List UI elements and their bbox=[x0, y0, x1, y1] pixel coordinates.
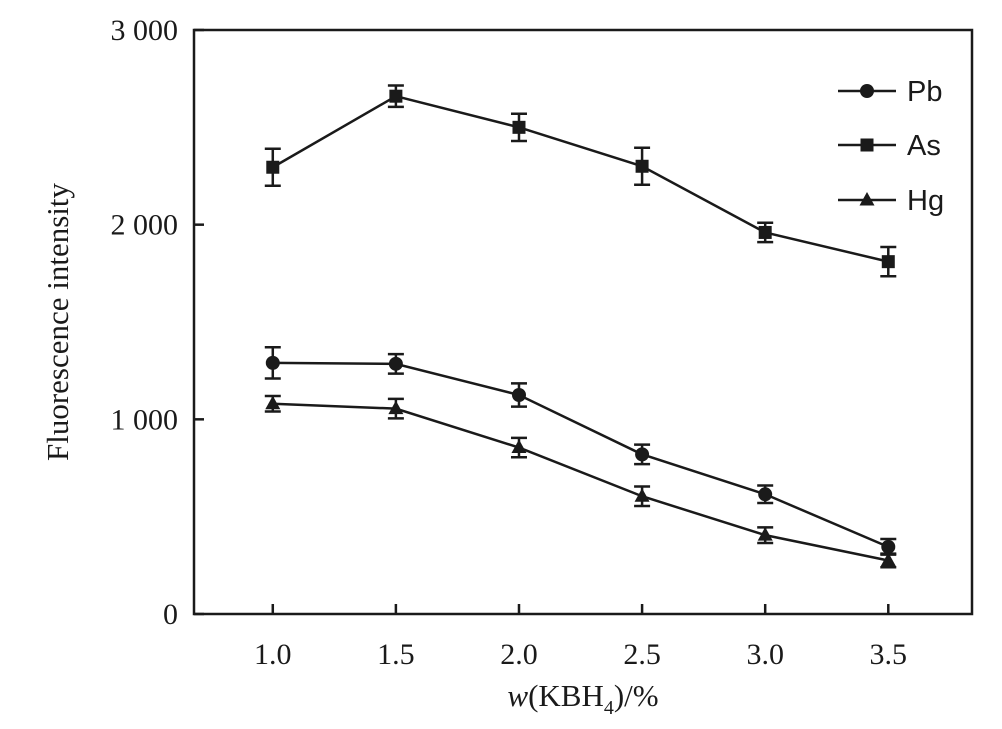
x-tick-label: 1.5 bbox=[377, 638, 415, 671]
x-axis-title-subscript: 4 bbox=[604, 697, 614, 719]
legend-marker-pb bbox=[860, 84, 874, 98]
data-point-as bbox=[512, 120, 526, 134]
data-point-as bbox=[389, 89, 403, 103]
series-hg bbox=[264, 394, 897, 569]
legend-marker-hg bbox=[859, 192, 875, 206]
x-tick-label: 3.5 bbox=[870, 638, 908, 671]
x-tick-label: 2.5 bbox=[623, 638, 661, 671]
data-point-pb bbox=[511, 388, 526, 402]
y-tick-label: 3 000 bbox=[111, 14, 179, 47]
data-point-pb bbox=[388, 356, 403, 371]
data-point-pb bbox=[758, 487, 773, 502]
data-point-hg bbox=[388, 400, 404, 415]
y-tick-label: 2 000 bbox=[111, 209, 179, 242]
data-point-pb bbox=[881, 539, 896, 554]
x-axis: 1.0 1.5 2.0 2.5 3.0 3.5 bbox=[254, 604, 907, 671]
series-group bbox=[264, 84, 897, 569]
data-point-hg bbox=[265, 395, 281, 410]
x-axis-title-close: )/% bbox=[614, 678, 659, 713]
x-tick-label: 1.0 bbox=[254, 638, 292, 671]
x-axis-title-open: (KBH bbox=[528, 678, 604, 713]
series-line-hg bbox=[272, 402, 889, 562]
y-tick-label: 0 bbox=[163, 598, 178, 631]
x-axis-title-variable: w bbox=[507, 678, 528, 713]
data-point-hg bbox=[634, 488, 650, 502]
x-tick-label: 3.0 bbox=[746, 638, 784, 671]
data-point-hg bbox=[511, 439, 527, 454]
plot-frame bbox=[192, 28, 974, 616]
data-point-hg bbox=[880, 552, 896, 566]
legend-label-pb: Pb bbox=[907, 76, 942, 108]
data-point-as bbox=[266, 160, 280, 174]
legend: Pb As Hg bbox=[838, 76, 944, 217]
data-point-as bbox=[758, 225, 772, 239]
series-line-as bbox=[272, 94, 889, 263]
legend-label-as: As bbox=[907, 130, 941, 162]
y-axis-title: Fluorescence intensity bbox=[40, 182, 75, 461]
series-pb bbox=[264, 346, 897, 556]
data-point-pb bbox=[635, 447, 650, 462]
data-point-as bbox=[635, 159, 649, 173]
y-tick-label: 1 000 bbox=[111, 403, 179, 436]
legend-item-pb: Pb bbox=[838, 76, 942, 108]
legend-item-hg: Hg bbox=[838, 185, 944, 217]
series-line-pb bbox=[272, 361, 889, 548]
x-tick-label: 2.0 bbox=[500, 638, 538, 671]
y-axis: 0 1 000 2 000 3 000 bbox=[111, 14, 204, 631]
legend-item-as: As bbox=[838, 130, 941, 162]
series-as bbox=[264, 84, 897, 278]
x-axis-title: w(KBH4)/% bbox=[507, 678, 658, 719]
data-point-as bbox=[881, 255, 895, 269]
data-point-pb bbox=[265, 355, 280, 370]
legend-label-hg: Hg bbox=[907, 185, 944, 217]
legend-marker-as bbox=[860, 138, 874, 152]
data-point-hg bbox=[757, 527, 773, 541]
